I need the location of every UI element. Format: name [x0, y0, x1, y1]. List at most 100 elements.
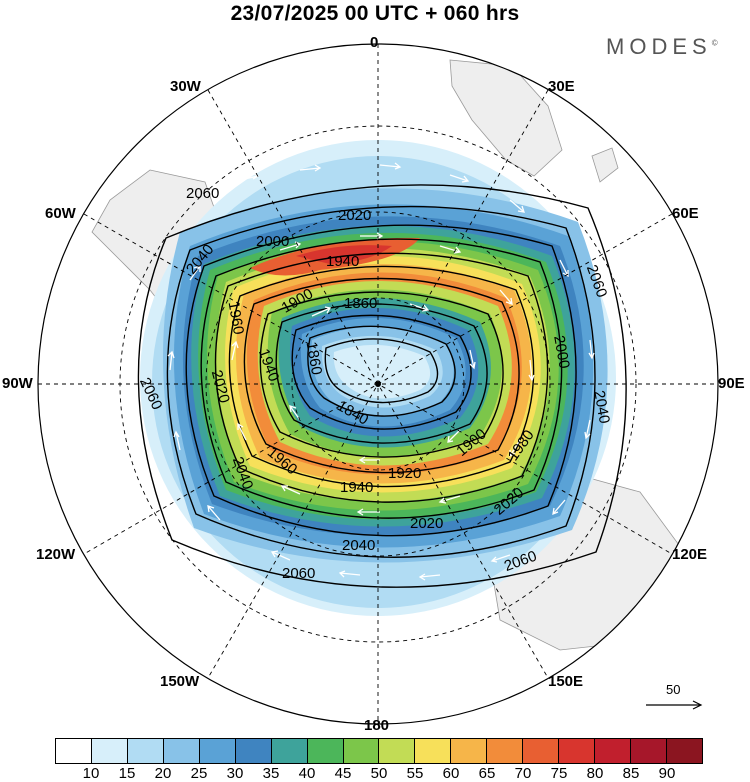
wind-arrow — [379, 162, 402, 170]
south-pole-marker — [375, 381, 381, 387]
wind-arrow — [509, 439, 521, 458]
map-title: 23/07/2025 00 UTC + 060 hrs — [230, 2, 520, 25]
wind-arrow — [189, 265, 201, 281]
colorbar-tick-label: 35 — [262, 765, 280, 782]
contour-1900 — [275, 303, 488, 444]
colorbar-tick-label: 15 — [118, 765, 136, 782]
colorbar-tick-label: 60 — [442, 765, 460, 782]
colorbar — [55, 738, 703, 764]
colorbar-swatch — [163, 739, 200, 763]
wind-vectors — [167, 162, 595, 581]
colorbar-tick-label: 30 — [226, 765, 244, 782]
colorbar-tick-label: 10 — [82, 765, 100, 782]
lon-label-90w: 90W — [2, 375, 33, 392]
lon-label-120e: 120E — [672, 546, 708, 563]
colorbar-tick-label: 85 — [622, 765, 640, 782]
colorbar-swatch — [559, 739, 596, 763]
colorbar-swatch — [415, 739, 452, 763]
contour-label: 1860 — [344, 295, 377, 312]
lon-label-30w: 30W — [170, 78, 201, 95]
colorbar-tick-label: 70 — [514, 765, 532, 782]
lon-label-150w: 150W — [160, 673, 200, 690]
height-contours — [137, 184, 627, 588]
wind-arrow — [584, 419, 591, 440]
contour-1940 — [243, 277, 520, 474]
colorbar-swatch — [487, 739, 524, 763]
contour-2060 — [137, 184, 627, 588]
lon-label-60w: 60W — [45, 205, 76, 222]
lon-label-90e: 90E — [718, 375, 745, 392]
contour-label: 1940 — [326, 253, 359, 270]
contour-2020 — [185, 224, 577, 537]
contour-label: 2040 — [342, 537, 375, 554]
wind-arrow — [418, 573, 441, 581]
contour-label: 2000 — [550, 334, 573, 370]
contour-label: 1920 — [388, 465, 421, 482]
contour-label: 1960 — [225, 300, 248, 336]
lon-label-180: 180 — [364, 717, 390, 734]
colorbar-swatch — [235, 739, 272, 763]
colorbar-tick-label: 40 — [298, 765, 316, 782]
colorbar-swatch — [666, 739, 702, 763]
wind-arrow — [289, 405, 301, 421]
wind-arrow — [167, 350, 175, 371]
colorbar-tick-label: 55 — [406, 765, 424, 782]
wind-arrow — [299, 164, 322, 172]
colorbar-swatch — [523, 739, 560, 763]
wind-arrow — [559, 259, 569, 278]
contour-2040 — [166, 205, 596, 558]
colorbar-swatch — [199, 739, 236, 763]
colorbar-tick-label: 75 — [550, 765, 568, 782]
lon-label-0: 0 — [370, 34, 379, 51]
colorbar-tick-label: 50 — [370, 765, 388, 782]
contour-label: 1860 — [303, 340, 326, 376]
wind-arrow — [499, 289, 513, 305]
contour-1920 — [259, 291, 504, 458]
contour-1980 — [214, 252, 549, 503]
map-boundary — [37, 43, 719, 725]
colorbar-swatch — [271, 739, 308, 763]
wind-arrow — [490, 554, 511, 563]
colorbar-tick-label: 25 — [190, 765, 208, 782]
wind-arrow — [588, 339, 595, 360]
colorbar-swatch — [91, 739, 128, 763]
colorbar-tick-label: 65 — [478, 765, 496, 782]
wind-arrow — [509, 199, 525, 213]
reference-vector-arrow — [646, 700, 703, 710]
wind-arrow — [528, 359, 535, 382]
colorbar-tick-label: 80 — [586, 765, 604, 782]
wind-arrow — [449, 174, 470, 183]
polar-map: 1840 1860 1860 1900 1900 1920 1940 1940 … — [37, 43, 719, 725]
wind-arrow — [447, 429, 461, 443]
colorbar-swatch — [307, 739, 344, 763]
wind-arrow — [358, 456, 380, 464]
speed-calm-core — [333, 344, 431, 399]
colorbar-swatch — [451, 739, 488, 763]
lon-label-150e: 150E — [548, 673, 584, 690]
wind-arrow — [231, 340, 239, 361]
wind-arrow — [552, 499, 566, 516]
wind-arrow — [270, 550, 291, 561]
wind-arrow — [338, 570, 361, 578]
brand-text: MODES — [606, 34, 712, 59]
contour-1860 — [307, 325, 456, 417]
wind-arrow — [173, 430, 181, 451]
wind-arrow — [438, 495, 461, 504]
land-madagascar — [591, 147, 619, 183]
colorbar-swatch — [631, 739, 667, 763]
colorbar-swatch — [56, 739, 92, 763]
colorbar-tick-label: 45 — [334, 765, 352, 782]
wind-arrow — [311, 306, 332, 317]
contour-1880 — [291, 314, 472, 430]
lon-label-120w: 120W — [36, 546, 76, 563]
wind-arrow — [356, 508, 380, 516]
colorbar-tick-label: 90 — [658, 765, 676, 782]
colorbar-swatch — [595, 739, 631, 763]
contour-label: 2020 — [338, 207, 371, 224]
wind-arrow — [280, 485, 301, 495]
wind-arrow — [469, 349, 476, 370]
contour-label: 2020 — [410, 515, 443, 532]
reference-vector-label: 50 — [666, 682, 681, 697]
contour-label: 2060 — [282, 565, 315, 582]
colorbar-swatch — [127, 739, 164, 763]
